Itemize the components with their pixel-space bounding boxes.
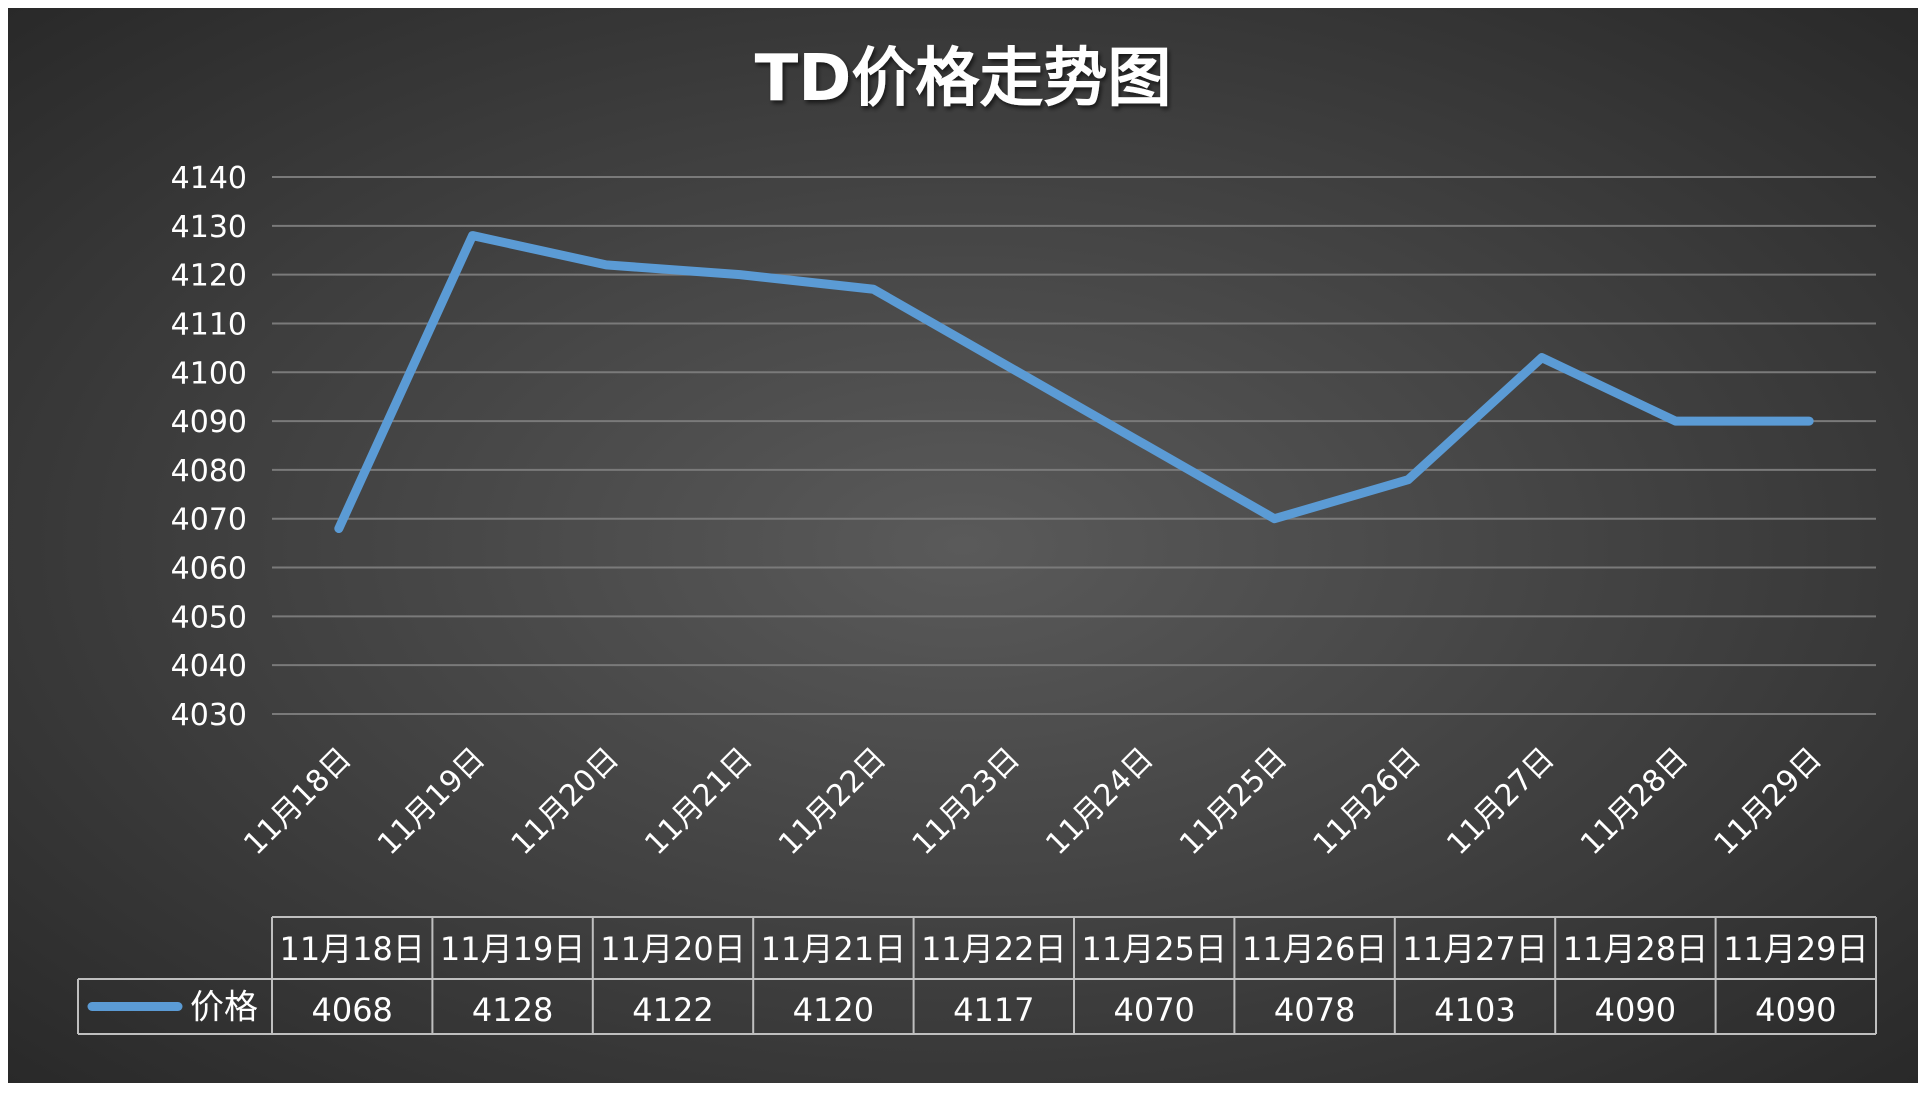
chart-title: TD价格走势图: [755, 42, 1172, 116]
table-header-cell: 11月25日: [1081, 930, 1226, 968]
table-header-cell: 11月18日: [279, 930, 424, 968]
y-tick-label: 4110: [171, 307, 247, 342]
table-header-cell: 11月27日: [1402, 930, 1547, 968]
table-value-cell: 4090: [1755, 991, 1836, 1029]
y-tick-label: 4030: [171, 698, 247, 733]
y-tick-label: 4120: [171, 259, 247, 294]
table-header-cell: 11月21日: [761, 930, 906, 968]
legend-label: 价格: [190, 988, 258, 1028]
table-value-cell: 4078: [1274, 991, 1355, 1029]
y-tick-label: 4070: [171, 503, 247, 538]
table-header-cell: 11月26日: [1242, 930, 1387, 968]
table-value-cell: 4128: [472, 991, 553, 1029]
table-header-cell: 11月20日: [600, 930, 745, 968]
table-value-cell: 4122: [632, 991, 713, 1029]
y-tick-label: 4080: [171, 454, 247, 489]
table-value-cell: 4090: [1595, 991, 1676, 1029]
table-value-cell: 4070: [1113, 991, 1194, 1029]
table-value-cell: 4117: [953, 991, 1034, 1029]
table-value-cell: 4068: [311, 991, 392, 1029]
y-tick-label: 4090: [171, 405, 247, 440]
y-tick-label: 4060: [171, 552, 247, 587]
y-tick-label: 4050: [171, 600, 247, 635]
y-tick-label: 4130: [171, 210, 247, 245]
table-value-cell: 4103: [1434, 991, 1515, 1029]
y-tick-label: 4040: [171, 649, 247, 684]
table-header-cell: 11月28日: [1563, 930, 1708, 968]
chart-background: [8, 8, 1918, 1083]
y-tick-label: 4100: [171, 356, 247, 391]
table-header-cell: 11月19日: [440, 930, 585, 968]
y-tick-label: 4140: [171, 161, 247, 196]
table-value-cell: 4120: [793, 991, 874, 1029]
table-header-cell: 11月29日: [1723, 930, 1868, 968]
table-header-cell: 11月22日: [921, 930, 1066, 968]
